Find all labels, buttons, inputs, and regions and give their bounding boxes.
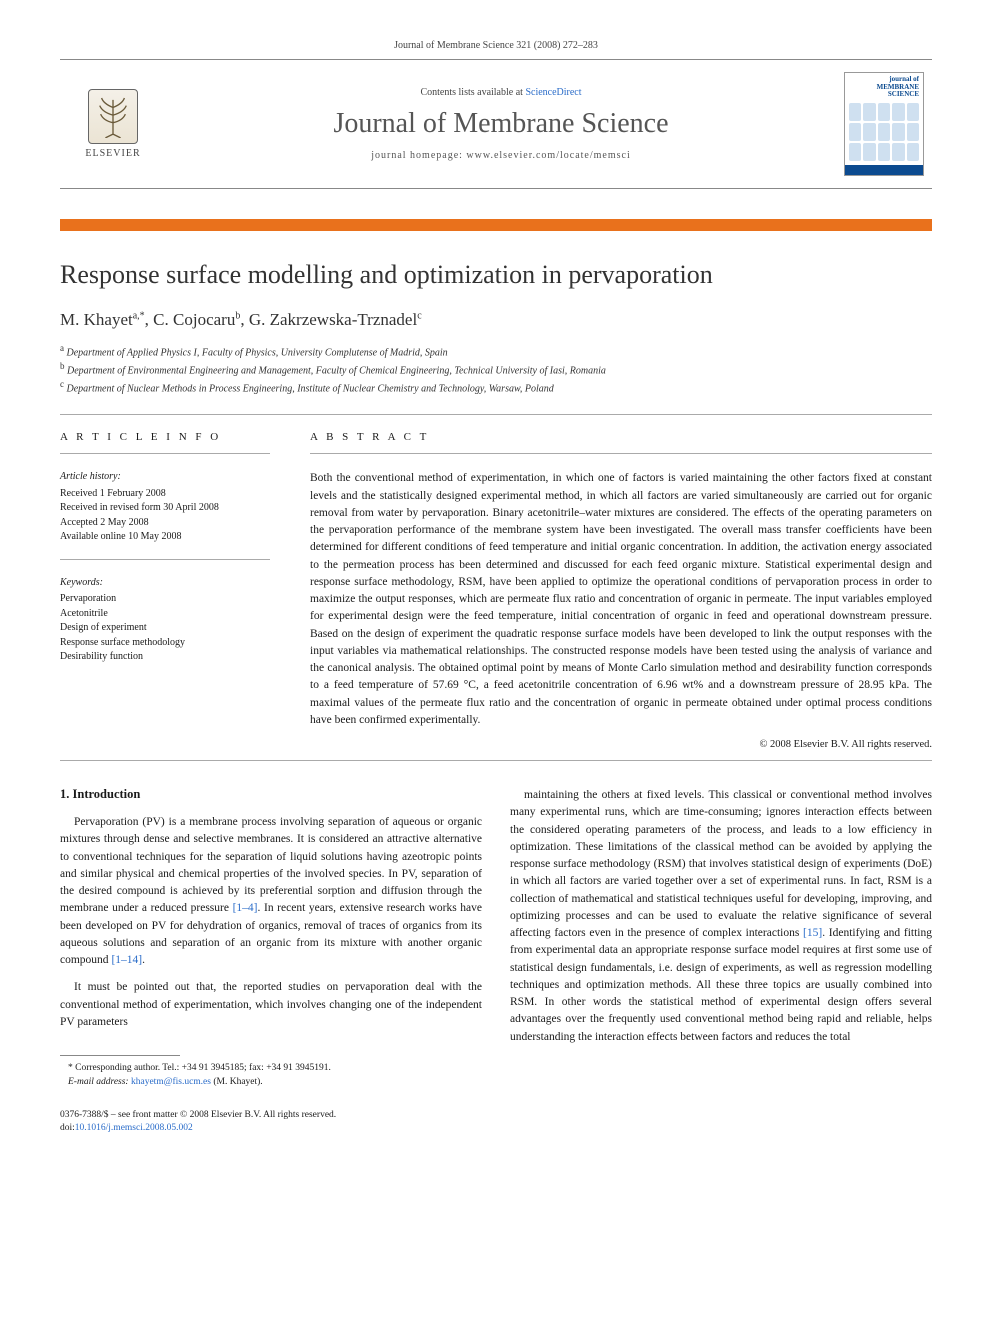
affiliations: a Department of Applied Physics I, Facul… bbox=[60, 342, 932, 397]
history-line: Available online 10 May 2008 bbox=[60, 530, 270, 545]
ref-link[interactable]: [1–4] bbox=[233, 902, 258, 914]
keyword: Pervaporation bbox=[60, 592, 270, 607]
keyword: Response surface methodology bbox=[60, 636, 270, 651]
doi-label: doi: bbox=[60, 1123, 75, 1133]
history-line: Received 1 February 2008 bbox=[60, 487, 270, 502]
front-matter-line: 0376-7388/$ – see front matter © 2008 El… bbox=[60, 1109, 482, 1122]
history-label: Article history: bbox=[60, 470, 270, 485]
doi-link[interactable]: 10.1016/j.memsci.2008.05.002 bbox=[75, 1123, 193, 1133]
ref-link[interactable]: [15] bbox=[803, 927, 822, 939]
body-paragraph: It must be pointed out that, the reporte… bbox=[60, 979, 482, 1031]
body-paragraph: maintaining the others at fixed levels. … bbox=[510, 787, 932, 1046]
section-heading: 1. Introduction bbox=[60, 787, 482, 802]
journal-name: Journal of Membrane Science bbox=[170, 108, 832, 140]
keyword: Design of experiment bbox=[60, 621, 270, 636]
email-person: (M. Khayet). bbox=[211, 1077, 263, 1087]
masthead: ELSEVIER Contents lists available at Sci… bbox=[60, 59, 932, 189]
cover-pattern-icon bbox=[845, 99, 923, 165]
article-info-label: A R T I C L E I N F O bbox=[60, 431, 270, 443]
keyword: Desirability function bbox=[60, 650, 270, 665]
sciencedirect-link[interactable]: ScienceDirect bbox=[525, 87, 581, 98]
rule-keywords-top bbox=[60, 559, 270, 560]
rule-info bbox=[60, 453, 270, 454]
rule-top bbox=[60, 414, 932, 415]
elsevier-logo: ELSEVIER bbox=[68, 79, 158, 169]
article-title: Response surface modelling and optimizat… bbox=[60, 259, 932, 292]
email-link[interactable]: khayetm@fis.ucm.es bbox=[131, 1077, 211, 1087]
copyright: © 2008 Elsevier B.V. All rights reserved… bbox=[310, 739, 932, 750]
affiliation-line: b Department of Environmental Engineerin… bbox=[60, 360, 932, 378]
journal-homepage: journal homepage: www.elsevier.com/locat… bbox=[170, 150, 832, 161]
rule-body-top bbox=[60, 760, 932, 761]
ref-link[interactable]: [1–14] bbox=[111, 954, 142, 966]
journal-cover-thumbnail: journal of MEMBRANE SCIENCE bbox=[844, 72, 924, 176]
corresponding-author-note: * Corresponding author. Tel.: +34 91 394… bbox=[60, 1062, 482, 1075]
footnote-separator bbox=[60, 1055, 180, 1056]
affiliation-line: a Department of Applied Physics I, Facul… bbox=[60, 342, 932, 360]
history-line: Received in revised form 30 April 2008 bbox=[60, 501, 270, 516]
affiliation-line: c Department of Nuclear Methods in Proce… bbox=[60, 378, 932, 396]
cover-title-text: journal of MEMBRANE SCIENCE bbox=[845, 73, 923, 99]
keywords-label: Keywords: bbox=[60, 576, 270, 591]
authors: M. Khayeta,*, C. Cojocarub, G. Zakrzewsk… bbox=[60, 310, 932, 330]
history-line: Accepted 2 May 2008 bbox=[60, 516, 270, 531]
abstract-label: A B S T R A C T bbox=[310, 431, 932, 443]
doi-line: doi:10.1016/j.memsci.2008.05.002 bbox=[60, 1122, 482, 1135]
publisher-name: ELSEVIER bbox=[85, 148, 140, 159]
rule-abstract bbox=[310, 453, 932, 454]
abstract-text: Both the conventional method of experime… bbox=[310, 470, 932, 729]
citation: Journal of Membrane Science 321 (2008) 2… bbox=[60, 40, 932, 51]
email-label: E-mail address: bbox=[68, 1077, 129, 1087]
orange-divider bbox=[60, 219, 932, 231]
contents-prefix-text: Contents lists available at bbox=[420, 87, 525, 98]
email-footnote: E-mail address: khayetm@fis.ucm.es (M. K… bbox=[60, 1076, 482, 1089]
elsevier-tree-icon bbox=[88, 89, 138, 144]
keyword: Acetonitrile bbox=[60, 607, 270, 622]
contents-available: Contents lists available at ScienceDirec… bbox=[170, 87, 832, 98]
body-paragraph: Pervaporation (PV) is a membrane process… bbox=[60, 814, 482, 969]
